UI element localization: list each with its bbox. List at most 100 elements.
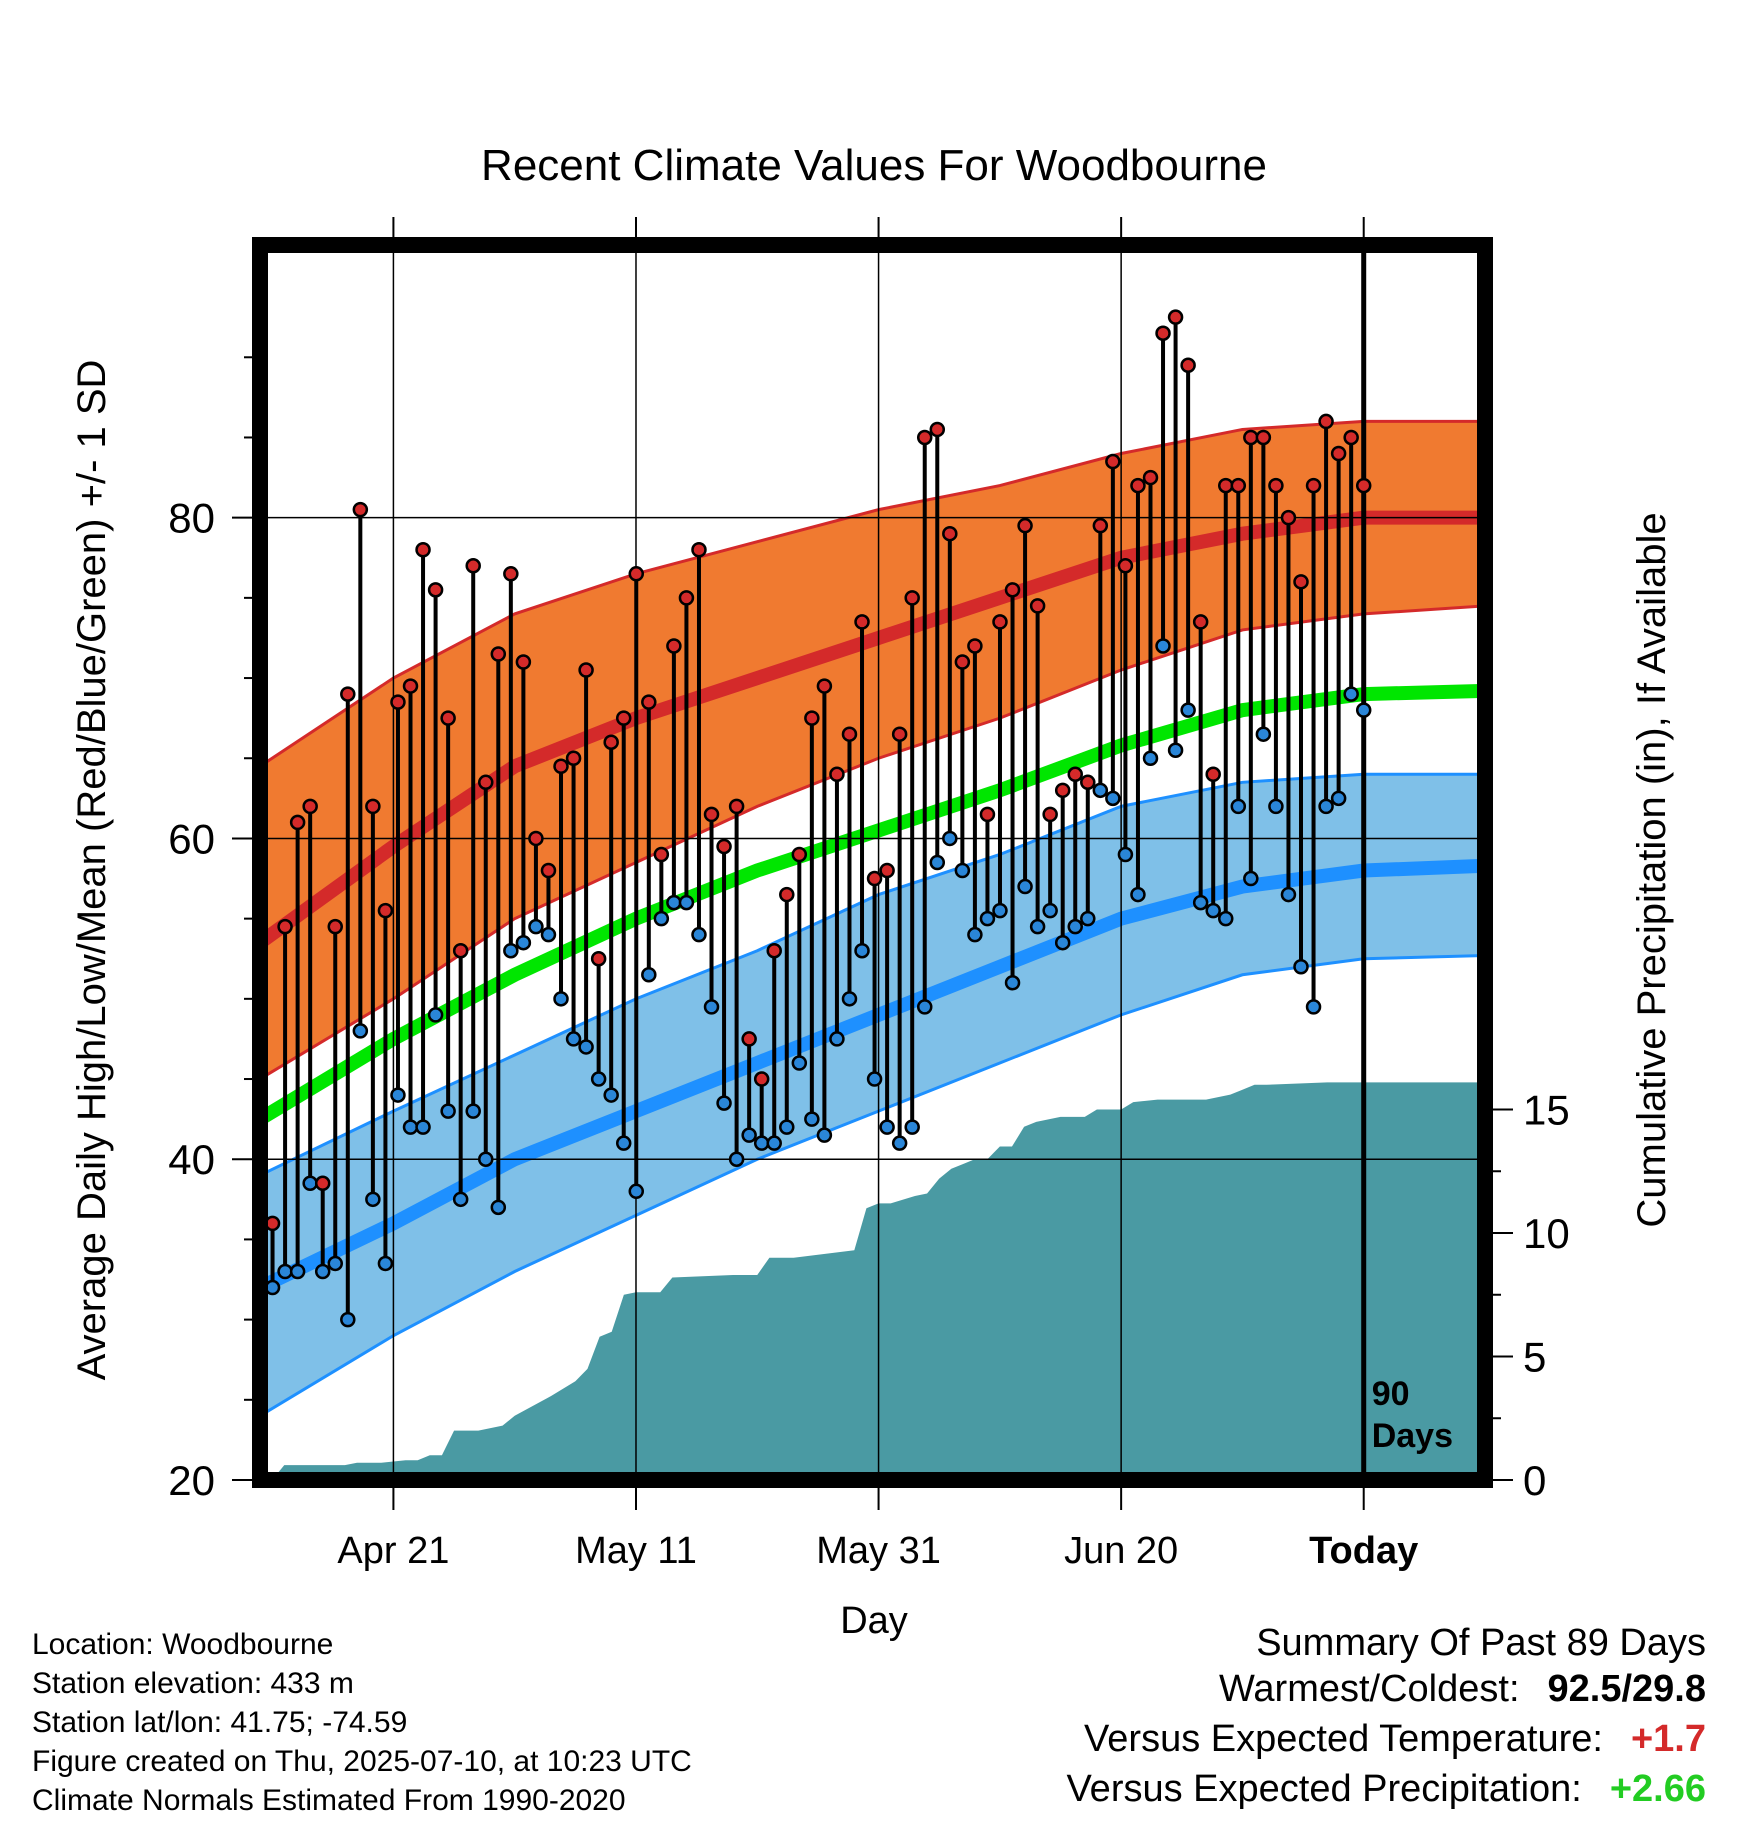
y2-tick-label: 15 — [1523, 1087, 1570, 1134]
high-point — [1067, 766, 1083, 783]
x-tick-label: May 31 — [816, 1530, 941, 1572]
high-point — [603, 734, 619, 750]
low-point — [929, 854, 946, 871]
high-point — [1029, 598, 1046, 614]
low-point — [314, 1263, 331, 1280]
high-point — [666, 638, 682, 654]
high-point — [490, 646, 507, 662]
high-point — [1054, 782, 1071, 799]
today-days-label: Days — [1372, 1417, 1453, 1455]
low-point — [1255, 726, 1272, 742]
low-point — [1268, 798, 1284, 815]
low-point — [1318, 798, 1334, 815]
high-point — [377, 902, 394, 919]
high-point — [415, 541, 431, 558]
high-point — [753, 1071, 770, 1087]
low-point — [478, 1151, 494, 1167]
low-point — [816, 1127, 833, 1143]
high-point — [942, 525, 958, 542]
high-point — [565, 750, 582, 766]
high-point — [528, 830, 544, 847]
low-point — [1004, 975, 1021, 991]
y-tick-label: 40 — [168, 1136, 215, 1183]
high-point — [641, 694, 657, 710]
low-point — [1180, 702, 1196, 718]
high-point — [578, 662, 594, 678]
low-point — [954, 862, 971, 879]
low-point — [1105, 790, 1121, 807]
low-point — [302, 1175, 318, 1192]
low-point — [1355, 702, 1372, 718]
high-point — [1230, 477, 1247, 494]
high-point — [804, 710, 820, 726]
low-point — [553, 991, 569, 1007]
high-point — [1180, 357, 1196, 374]
chart-title: Recent Climate Values For Woodbourne — [481, 141, 1267, 190]
high-point — [829, 766, 845, 783]
high-point — [615, 710, 632, 726]
low-point — [1080, 910, 1096, 927]
x-tick-label: May 11 — [575, 1530, 697, 1572]
high-point — [879, 862, 895, 879]
high-point — [1042, 806, 1058, 823]
low-point — [866, 1071, 883, 1087]
low-point — [666, 894, 682, 911]
low-point — [452, 1191, 469, 1208]
high-point — [866, 870, 883, 887]
high-point — [553, 758, 569, 775]
low-point — [741, 1127, 757, 1143]
high-point — [302, 798, 318, 815]
temp-row: Versus Expected Temperature: +1.7 — [1066, 1718, 1706, 1768]
low-point — [691, 926, 707, 943]
high-normal-band — [260, 419, 1485, 1081]
low-point — [1130, 886, 1146, 903]
low-point — [327, 1255, 344, 1272]
high-point — [1318, 413, 1334, 430]
low-point — [967, 926, 983, 943]
low-point — [904, 1119, 920, 1135]
high-point — [728, 798, 745, 815]
high-point — [816, 678, 833, 694]
low-point — [854, 942, 870, 959]
high-point — [967, 638, 983, 654]
high-point — [352, 501, 369, 518]
low-point — [841, 991, 858, 1007]
low-point — [753, 1135, 770, 1151]
high-point — [365, 798, 381, 815]
low-point — [440, 1103, 456, 1119]
temp-value: +1.7 — [1630, 1718, 1706, 1760]
low-point — [641, 967, 657, 983]
low-point — [791, 1055, 808, 1071]
high-point — [653, 846, 670, 863]
y2-tick-label: 5 — [1523, 1334, 1546, 1381]
low-point — [578, 1039, 594, 1055]
x-tick-label: Jun 20 — [1064, 1530, 1178, 1572]
high-point — [1130, 477, 1146, 494]
low-point — [628, 1183, 645, 1200]
low-point — [879, 1119, 895, 1135]
high-point — [390, 694, 406, 710]
high-point — [1217, 477, 1234, 494]
high-point — [478, 774, 494, 791]
high-point — [716, 838, 732, 855]
high-point — [277, 918, 293, 935]
warm-cold-label: Warmest/Coldest: — [1218, 1668, 1520, 1710]
y2-tick-label: 0 — [1523, 1457, 1546, 1504]
low-point — [1293, 959, 1309, 975]
low-point — [615, 1135, 632, 1151]
y-tick-label: 80 — [168, 495, 215, 542]
summary-panel: Summary Of Past 89 Days Warmest/Coldest:… — [1066, 1618, 1706, 1818]
low-point — [1029, 918, 1046, 935]
low-point — [1192, 894, 1209, 911]
precip-row: Versus Expected Precipitation: +2.66 — [1066, 1768, 1706, 1818]
low-point — [1230, 798, 1247, 815]
high-point — [1004, 582, 1021, 598]
high-point — [540, 862, 557, 879]
low-point — [1054, 934, 1071, 951]
low-point — [1343, 686, 1359, 702]
high-point — [1268, 477, 1284, 494]
high-point — [1280, 509, 1297, 526]
low-point — [1243, 870, 1259, 887]
high-point — [402, 678, 419, 694]
